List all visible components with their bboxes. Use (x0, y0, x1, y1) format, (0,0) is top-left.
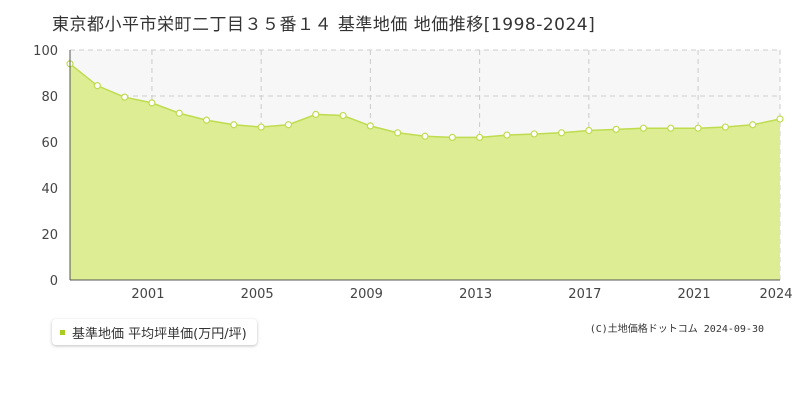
area-fill (70, 63, 780, 280)
y-tick-label: 40 (41, 182, 58, 197)
data-point (394, 129, 402, 137)
x-tick-label: 2024 (759, 287, 792, 302)
data-point (312, 110, 320, 119)
legend[interactable]: 基準地価 平均坪単価(万円/坪) (52, 319, 257, 345)
data-point (639, 124, 648, 132)
legend-label: 基準地価 平均坪単価(万円/坪) (72, 326, 247, 342)
data-point (585, 126, 593, 135)
y-tick-label: 20 (41, 228, 58, 243)
x-tick-label: 2013 (459, 287, 492, 302)
data-point (776, 115, 784, 123)
y-tick-labels: 0 20 40 60 80 100 (33, 44, 58, 289)
y-tick-label: 0 (50, 274, 58, 289)
y-tick-label: 100 (33, 44, 58, 59)
legend-swatch (60, 329, 65, 335)
x-tick-label: 2001 (131, 287, 164, 302)
data-point (448, 133, 456, 141)
data-point (721, 123, 729, 131)
data-point (148, 99, 156, 107)
x-tick-labels: 2001 2005 2009 2013 2017 2021 2024 (131, 287, 792, 302)
y-tick-label: 80 (41, 90, 58, 105)
x-tick-label: 2009 (350, 287, 383, 302)
data-point (257, 123, 265, 131)
data-point (476, 133, 484, 141)
data-point (230, 121, 238, 129)
data-points (66, 60, 784, 141)
data-point (202, 116, 211, 124)
data-point (557, 129, 566, 137)
chart-title: 東京都小平市栄町二丁目３５番１４ 基準地価 地価推移[1998-2024] (52, 15, 596, 35)
data-point (530, 130, 538, 138)
x-tick-label: 2005 (241, 287, 274, 302)
data-point (503, 131, 511, 139)
y-tick-label: 60 (41, 136, 58, 151)
data-point (284, 121, 293, 129)
data-point (694, 124, 702, 132)
x-tick-label: 2021 (678, 287, 711, 302)
data-point (93, 82, 101, 90)
x-tick-label: 2017 (568, 287, 601, 302)
data-point (749, 121, 757, 129)
data-point (667, 124, 675, 132)
data-point (121, 93, 129, 101)
data-point (175, 109, 183, 117)
data-point (421, 132, 429, 140)
data-point (366, 122, 374, 130)
data-point (339, 111, 347, 120)
credit-text: (C)土地価格ドットコム 2024-09-30 (589, 324, 764, 335)
data-point (612, 125, 620, 133)
